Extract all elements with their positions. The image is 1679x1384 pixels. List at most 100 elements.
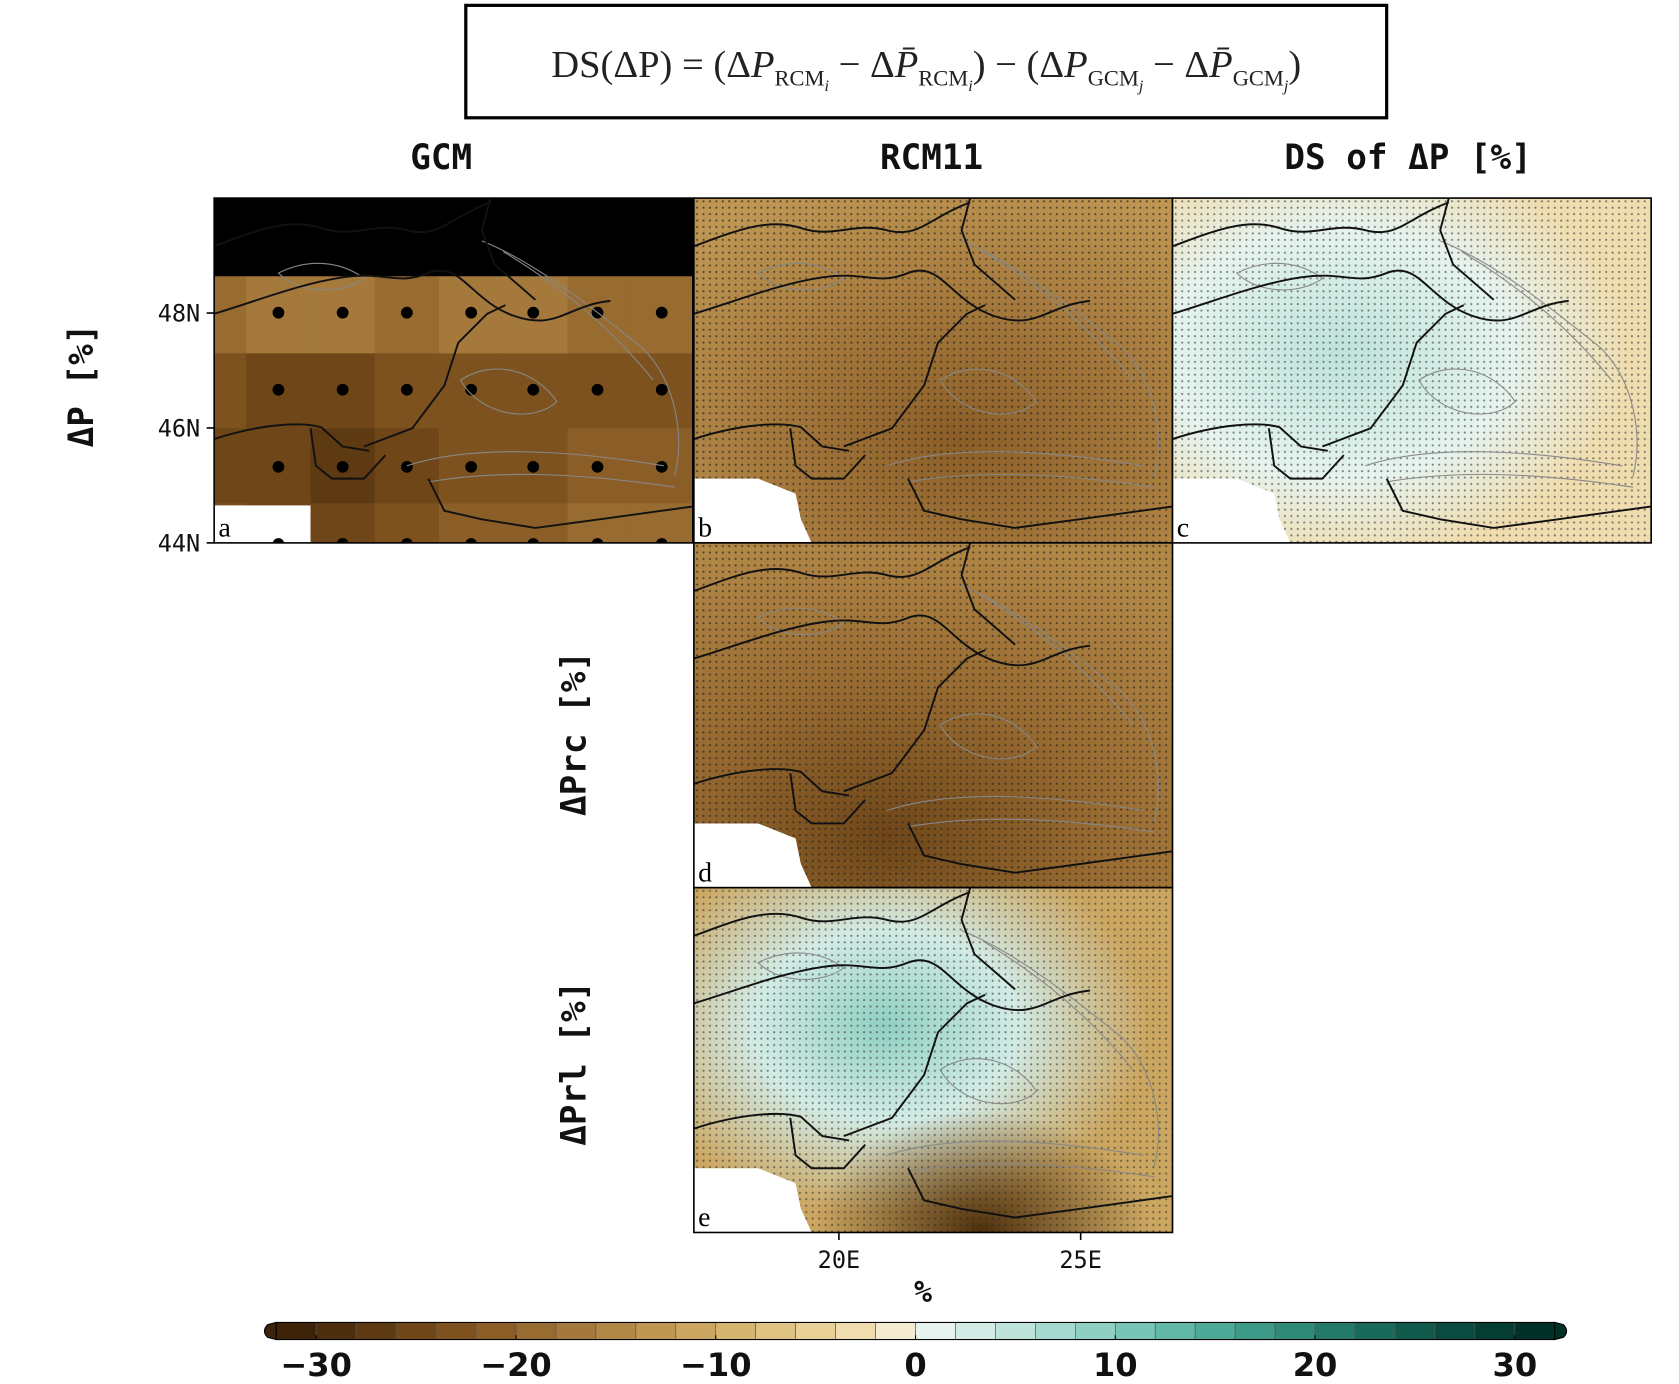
formula-box xyxy=(464,3,1389,120)
row-label: ΔPrl [%] xyxy=(555,981,595,1146)
significance-dot xyxy=(655,306,668,319)
significance-dot xyxy=(336,538,349,543)
colorbar-segment xyxy=(435,1322,477,1340)
significance-dot xyxy=(527,229,540,242)
map-panel: c xyxy=(1171,197,1652,544)
significance-dot xyxy=(655,538,668,543)
significance-dot xyxy=(465,229,478,242)
significance-dot xyxy=(272,383,285,396)
colorbar-segment xyxy=(1514,1322,1556,1340)
formula-part: ) − (Δ xyxy=(973,44,1064,86)
colorbar-segment xyxy=(1154,1322,1196,1340)
formula-part: − Δ xyxy=(1143,44,1209,86)
colorbar-segment xyxy=(755,1322,796,1340)
colorbar-segment xyxy=(1075,1322,1116,1340)
formula-part: − Δ xyxy=(829,44,895,86)
significance-dot xyxy=(591,229,604,242)
significance-dot xyxy=(401,306,413,319)
colorbar-segment xyxy=(835,1322,876,1340)
formula-part: GCM xyxy=(1088,66,1139,91)
formula-part: RCM xyxy=(918,66,968,91)
significance-dot xyxy=(527,306,540,319)
y-tick-label: 46N xyxy=(158,415,201,443)
gcm-cell xyxy=(567,503,633,543)
colorbar-segment xyxy=(1274,1322,1316,1340)
colorbar-end xyxy=(1554,1321,1568,1341)
formula-part: P̄ xyxy=(1208,44,1233,86)
significance-dot xyxy=(336,306,349,319)
formula-part: RCM xyxy=(775,66,825,91)
colorbar-segment xyxy=(875,1322,916,1340)
colorbar-segment xyxy=(915,1322,956,1340)
colorbar-tick-label: 0 xyxy=(904,1346,926,1384)
significance-dot xyxy=(465,460,478,473)
column-title: DS of ΔP [%] xyxy=(1284,138,1531,178)
significance-dot xyxy=(591,538,604,543)
colorbar-segment xyxy=(995,1322,1036,1340)
colorbar-segment xyxy=(1234,1322,1276,1340)
colorbar-tick-label: 30 xyxy=(1492,1346,1537,1384)
y-tick-label: 48N xyxy=(158,300,201,328)
row-label: ΔP [%] xyxy=(62,324,102,448)
colorbar-segment xyxy=(1434,1322,1476,1340)
formula-part: P xyxy=(750,44,775,86)
gcm-cell xyxy=(214,353,247,429)
gcm-cell xyxy=(214,428,247,504)
map-field xyxy=(1172,198,1652,543)
significance-dot xyxy=(336,460,349,473)
map-panel: d xyxy=(693,542,1174,889)
gcm-cell xyxy=(439,503,504,543)
significance-dot xyxy=(527,538,540,543)
formula-part: P xyxy=(1063,44,1088,86)
colorbar-segment xyxy=(1474,1322,1516,1340)
colorbar-segment xyxy=(515,1322,557,1340)
sea xyxy=(214,505,311,543)
sea xyxy=(693,478,812,543)
significance-dot xyxy=(272,229,285,242)
gcm-cell xyxy=(631,503,693,543)
significance-dot xyxy=(401,538,413,543)
colorbar-segment xyxy=(275,1322,317,1340)
gcm-cell xyxy=(503,503,569,543)
map-panel: e xyxy=(693,886,1174,1234)
gcm-cell xyxy=(214,198,247,277)
colorbar-segment xyxy=(795,1322,836,1340)
colorbar-segment xyxy=(355,1322,397,1340)
formula-part: DS(ΔP) = (Δ xyxy=(551,44,751,86)
colorbar-segment xyxy=(955,1322,996,1340)
panel-letter: b xyxy=(698,512,712,543)
map-panel: a xyxy=(213,197,694,544)
significance-dot xyxy=(591,460,604,473)
colorbar-end xyxy=(263,1321,277,1341)
formula-part: i xyxy=(968,78,972,95)
colorbar-segment xyxy=(1114,1322,1156,1340)
colorbar-tick-label: 20 xyxy=(1293,1346,1338,1384)
colorbar-segment xyxy=(1314,1322,1356,1340)
column-title: RCM11 xyxy=(880,138,983,178)
map-panel: b xyxy=(693,197,1174,544)
panel-frame xyxy=(213,197,694,544)
colorbar-tick-label: −10 xyxy=(680,1346,752,1384)
gcm-cell xyxy=(374,503,440,543)
colorbar-segment xyxy=(475,1322,517,1340)
colorbar-label: % xyxy=(914,1275,932,1310)
colorbar-tick-label: 10 xyxy=(1093,1346,1138,1384)
map-field xyxy=(693,887,1173,1233)
significance-dot xyxy=(272,538,285,543)
colorbar-segment xyxy=(555,1322,597,1340)
x-tick-label: 25E xyxy=(1059,1246,1102,1274)
formula-part: ) xyxy=(1288,44,1301,86)
column-title: GCM xyxy=(410,138,472,178)
significance-dot xyxy=(655,229,668,242)
colorbar-segment xyxy=(1035,1322,1076,1340)
formula-part: i xyxy=(824,78,828,95)
significance-dot xyxy=(401,229,413,242)
colorbar-segment xyxy=(715,1322,757,1340)
colorbar-segment xyxy=(635,1322,677,1340)
formula-part: j xyxy=(1282,78,1289,95)
map-field xyxy=(693,198,1173,543)
panel-letter: c xyxy=(1177,512,1189,543)
map-field xyxy=(693,542,1173,888)
